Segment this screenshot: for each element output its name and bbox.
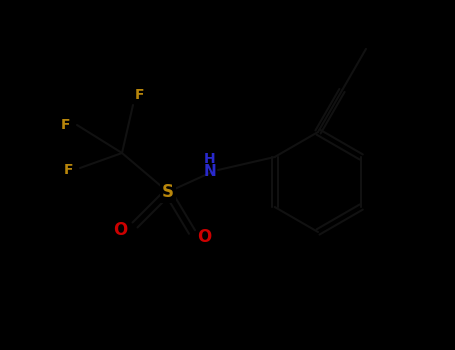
Text: O: O [113,221,127,239]
Text: H: H [204,152,216,166]
Text: S: S [162,183,174,201]
Text: F: F [61,118,70,132]
Text: N: N [204,164,217,180]
Text: F: F [135,88,145,102]
Text: F: F [64,163,73,177]
Text: O: O [197,228,211,246]
